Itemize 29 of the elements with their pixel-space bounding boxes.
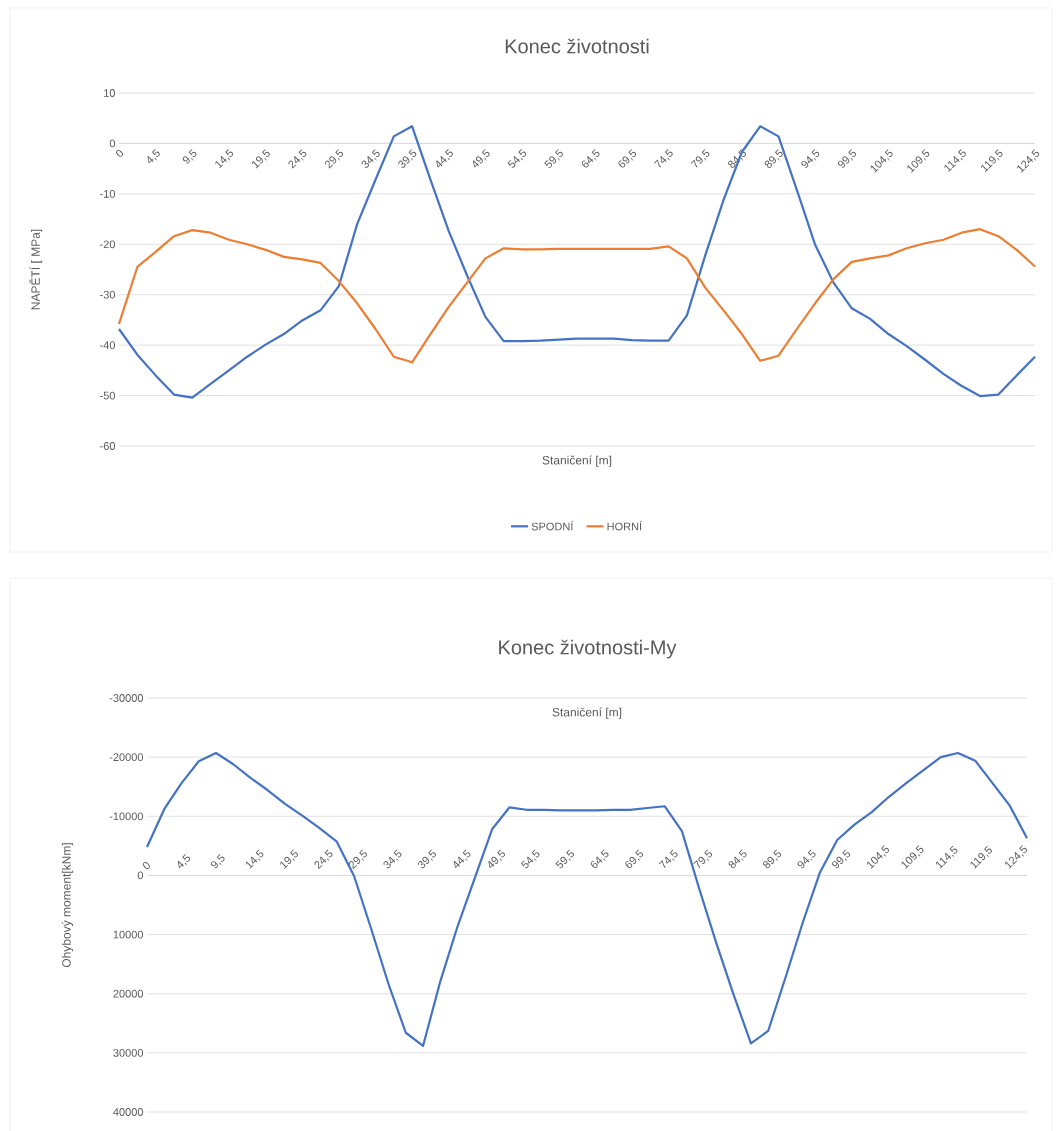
x-tick-label: 9,5: [210, 853, 225, 869]
y-tick-label: -30: [100, 290, 116, 299]
y-tick-label: -10: [100, 189, 116, 198]
x-tick-label: 4,5: [147, 149, 160, 164]
y-tick-label: 20000: [113, 989, 144, 998]
y-tick-label: 0: [109, 139, 116, 148]
y-tick-label: -60: [100, 442, 116, 450]
x-axis-title: Staničení [m]: [552, 707, 622, 719]
y-tick-label: 40000: [113, 1108, 144, 1116]
legend-label: SPODNÍ: [531, 520, 574, 531]
y-tick-label: 10000: [113, 930, 144, 939]
y-axis-title: NAPĚTÍ [ MPa]: [29, 229, 43, 310]
chart-title: Konec životnosti-My: [499, 639, 677, 659]
legend-label: HORNÍ: [607, 520, 643, 531]
chart-title: Konec životnosti: [505, 38, 649, 54]
y-tick-label: -40: [100, 341, 116, 350]
x-tick-label: 0: [142, 862, 150, 870]
y-tick-label: 0: [137, 871, 144, 880]
y-tick-label: -50: [100, 391, 116, 400]
y-tick-label: -20: [100, 240, 116, 249]
x-tick-label: 9,5: [182, 149, 197, 164]
y-tick-label: -20000: [109, 753, 144, 762]
y-tick-label: 30000: [113, 1048, 144, 1057]
y-tick-label: -10000: [109, 812, 144, 821]
y-tick-label: 10: [104, 89, 116, 97]
x-axis-title: Staničení [m]: [542, 455, 612, 467]
x-tick-label: 4,5: [177, 853, 191, 869]
y-tick-label: -30000: [109, 694, 144, 702]
y-axis-title: Ohybový moment[kNm]: [61, 843, 74, 968]
